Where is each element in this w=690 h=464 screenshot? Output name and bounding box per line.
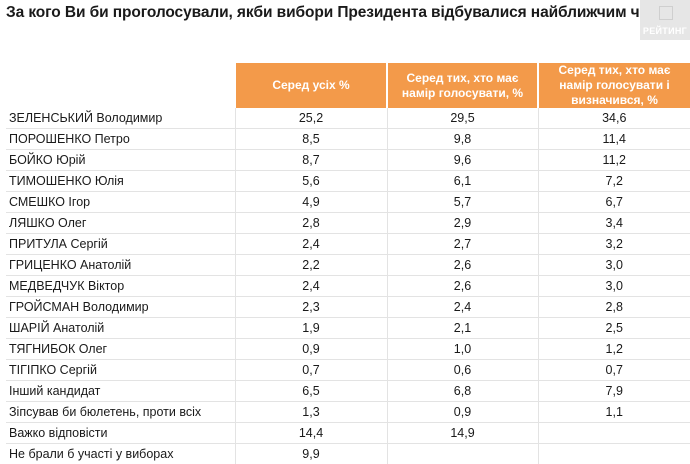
value-cell: 5,6 (235, 171, 387, 192)
value-cell: 2,8 (235, 213, 387, 234)
value-cell: 3,2 (538, 234, 690, 255)
value-cell: 11,4 (538, 129, 690, 150)
value-cell: 9,8 (387, 129, 538, 150)
value-cell: 0,9 (235, 339, 387, 360)
table-header-row: Серед усіх % Серед тих, хто має намір го… (6, 63, 690, 108)
value-cell: 1,9 (235, 318, 387, 339)
value-cell: 2,3 (235, 297, 387, 318)
value-cell: 2,4 (235, 234, 387, 255)
value-cell: 8,7 (235, 150, 387, 171)
candidate-name: СМЕШКО Ігор (6, 192, 235, 213)
value-cell: 8,5 (235, 129, 387, 150)
value-cell: 29,5 (387, 108, 538, 129)
value-cell: 3,4 (538, 213, 690, 234)
value-cell: 0,6 (387, 360, 538, 381)
value-cell: 3,0 (538, 276, 690, 297)
value-cell: 14,9 (387, 423, 538, 444)
value-cell (387, 444, 538, 464)
candidate-name: ТЯГНИБОК Олег (6, 339, 235, 360)
value-cell: 0,9 (387, 402, 538, 423)
logo-mark-icon (659, 6, 673, 20)
value-cell: 2,6 (387, 276, 538, 297)
column-header-decided: Серед тих, хто має намір голосувати і ви… (538, 63, 690, 108)
value-cell: 25,2 (235, 108, 387, 129)
results-table: Серед усіх % Серед тих, хто має намір го… (6, 63, 690, 464)
value-cell: 1,3 (235, 402, 387, 423)
value-cell: 2,9 (387, 213, 538, 234)
candidate-name: ТИМОШЕНКО Юлія (6, 171, 235, 192)
candidate-name: ШАРІЙ Анатолій (6, 318, 235, 339)
candidate-name: ТІГІПКО Сергій (6, 360, 235, 381)
candidate-name: Інший кандидат (6, 381, 235, 402)
value-cell: 4,9 (235, 192, 387, 213)
value-cell: 2,4 (235, 276, 387, 297)
value-cell: 2,7 (387, 234, 538, 255)
column-header-all: Серед усіх % (235, 63, 387, 108)
value-cell: 5,7 (387, 192, 538, 213)
value-cell: 2,1 (387, 318, 538, 339)
value-cell: 6,7 (538, 192, 690, 213)
header-blank-cell (6, 63, 235, 108)
logo-text: РЕЙТИНГ (640, 26, 690, 36)
value-cell: 6,8 (387, 381, 538, 402)
value-cell: 34,6 (538, 108, 690, 129)
logo: РЕЙТИНГ (640, 0, 690, 40)
value-cell: 0,7 (235, 360, 387, 381)
page-title: За кого Ви би проголосували, якби вибори… (6, 4, 687, 22)
value-cell: 9,6 (387, 150, 538, 171)
candidate-name: ПРИТУЛА Сергій (6, 234, 235, 255)
value-cell: 1,0 (387, 339, 538, 360)
value-cell: 1,1 (538, 402, 690, 423)
value-cell: 2,2 (235, 255, 387, 276)
candidate-name: МЕДВЕДЧУК Віктор (6, 276, 235, 297)
value-cell: 3,0 (538, 255, 690, 276)
candidate-name: Не брали б участі у виборах (6, 444, 235, 464)
value-cell (538, 423, 690, 444)
value-cell: 11,2 (538, 150, 690, 171)
value-cell: 0,7 (538, 360, 690, 381)
candidate-name: ГРИЦЕНКО Анатолій (6, 255, 235, 276)
candidate-name: ЗЕЛЕНСЬКИЙ Володимир (6, 108, 235, 129)
value-cell: 7,9 (538, 381, 690, 402)
candidate-name: Важко відповісти (6, 423, 235, 444)
candidate-name: ЛЯШКО Олег (6, 213, 235, 234)
value-cell: 6,1 (387, 171, 538, 192)
candidate-name: Зіпсував би бюлетень, проти всіх (6, 402, 235, 423)
value-cell: 2,8 (538, 297, 690, 318)
value-cell (538, 444, 690, 464)
value-cell: 9,9 (235, 444, 387, 464)
value-cell: 2,6 (387, 255, 538, 276)
value-cell: 2,5 (538, 318, 690, 339)
candidate-name: ГРОЙСМАН Володимир (6, 297, 235, 318)
value-cell: 1,2 (538, 339, 690, 360)
value-cell: 6,5 (235, 381, 387, 402)
column-header-intend: Серед тих, хто має намір голосувати, % (387, 63, 538, 108)
value-cell: 14,4 (235, 423, 387, 444)
value-cell: 2,4 (387, 297, 538, 318)
candidate-name: БОЙКО Юрій (6, 150, 235, 171)
candidate-name: ПОРОШЕНКО Петро (6, 129, 235, 150)
value-cell: 7,2 (538, 171, 690, 192)
